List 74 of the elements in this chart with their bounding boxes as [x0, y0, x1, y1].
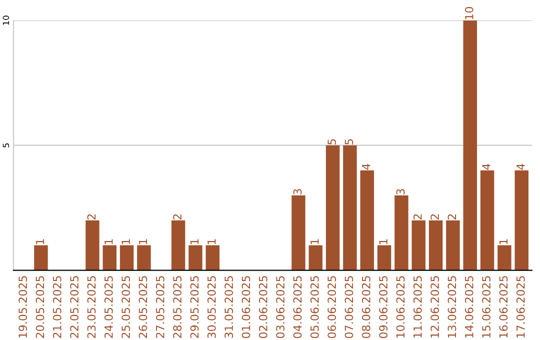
- bar: [463, 20, 477, 270]
- data-label: 1: [122, 239, 130, 244]
- bar: [498, 245, 512, 270]
- bar: [137, 245, 151, 270]
- x-tick-label: 15.06.2025: [482, 276, 490, 338]
- x-tick-label: 26.05.2025: [138, 276, 148, 338]
- data-label: 2: [430, 214, 439, 220]
- x-tick-label: 23.05.2025: [87, 276, 96, 338]
- data-label: 3: [396, 189, 405, 194]
- x-tick-label: 10.06.2025: [396, 276, 405, 338]
- x-tick-label: 22.05.2025: [70, 276, 79, 338]
- x-tick-label: 24.05.2025: [104, 276, 113, 338]
- data-label: 2: [87, 214, 96, 220]
- x-tick-label: 30.05.2025: [207, 276, 216, 338]
- x-tick-label: 27.05.2025: [156, 276, 164, 338]
- x-tick-label: 20.05.2025: [36, 276, 44, 338]
- data-label: 1: [190, 239, 199, 244]
- bar: [360, 170, 374, 270]
- bar: [480, 170, 494, 270]
- data-label: 4: [516, 164, 525, 170]
- bar: [34, 245, 48, 270]
- x-tick-label: 09.06.2025: [379, 276, 388, 338]
- x-tick-label: 03.06.2025: [276, 276, 285, 338]
- bar: [120, 245, 134, 270]
- x-tick-label: 17.06.2025: [516, 276, 525, 338]
- bar: [446, 220, 460, 270]
- data-label: 1: [36, 239, 44, 244]
- bar: [412, 220, 426, 270]
- bar: [188, 245, 202, 270]
- x-tick-label: 25.05.2025: [122, 276, 130, 338]
- x-tick-label: 21.05.2025: [52, 276, 62, 338]
- data-label: 2: [448, 214, 456, 220]
- x-tick-label: 01.06.2025: [242, 276, 250, 338]
- bar: [514, 170, 528, 270]
- data-label: 2: [413, 214, 422, 220]
- bar: [428, 220, 443, 270]
- data-label: 1: [379, 239, 388, 244]
- bar: [343, 145, 357, 270]
- bar: [326, 145, 340, 270]
- x-tick-label: 31.05.2025: [224, 276, 234, 338]
- bar: [308, 245, 322, 270]
- bar: [102, 245, 116, 270]
- bar: [292, 195, 306, 270]
- x-tick-label: 19.05.2025: [18, 276, 28, 338]
- data-label: 1: [310, 239, 319, 244]
- data-label: 5: [328, 139, 336, 144]
- x-tick-label: 06.06.2025: [328, 276, 336, 338]
- data-label: 2: [173, 214, 182, 220]
- bar: [171, 220, 186, 270]
- x-tick-label: 12.06.2025: [430, 276, 439, 338]
- x-tick-label: 04.06.2025: [293, 276, 302, 338]
- data-label: 4: [362, 164, 370, 170]
- x-tick-label: 29.05.2025: [190, 276, 199, 338]
- x-tick-label: 07.06.2025: [344, 276, 354, 338]
- x-tick-label: 11.06.2025: [413, 276, 422, 338]
- x-tick-label: 05.06.2025: [310, 276, 319, 338]
- x-tick-label: 28.05.2025: [173, 276, 182, 338]
- data-label: 4: [482, 164, 490, 170]
- data-label: 5: [344, 139, 354, 144]
- data-label: 1: [138, 239, 148, 244]
- data-label: 1: [104, 239, 113, 244]
- bar: [394, 195, 408, 270]
- bar: [206, 245, 220, 270]
- x-tick-label: 13.06.2025: [448, 276, 456, 338]
- bar: [377, 245, 392, 270]
- x-tick-label: 16.06.2025: [499, 276, 508, 338]
- bar: [86, 220, 100, 270]
- data-label: 10: [464, 7, 474, 20]
- data-label: 3: [293, 189, 302, 194]
- data-label: 1: [499, 239, 508, 244]
- x-tick-label: 14.06.2025: [464, 276, 474, 338]
- x-tick-label: 08.06.2025: [362, 276, 370, 338]
- data-label: 1: [208, 239, 216, 244]
- x-tick-label: 02.06.2025: [258, 276, 268, 338]
